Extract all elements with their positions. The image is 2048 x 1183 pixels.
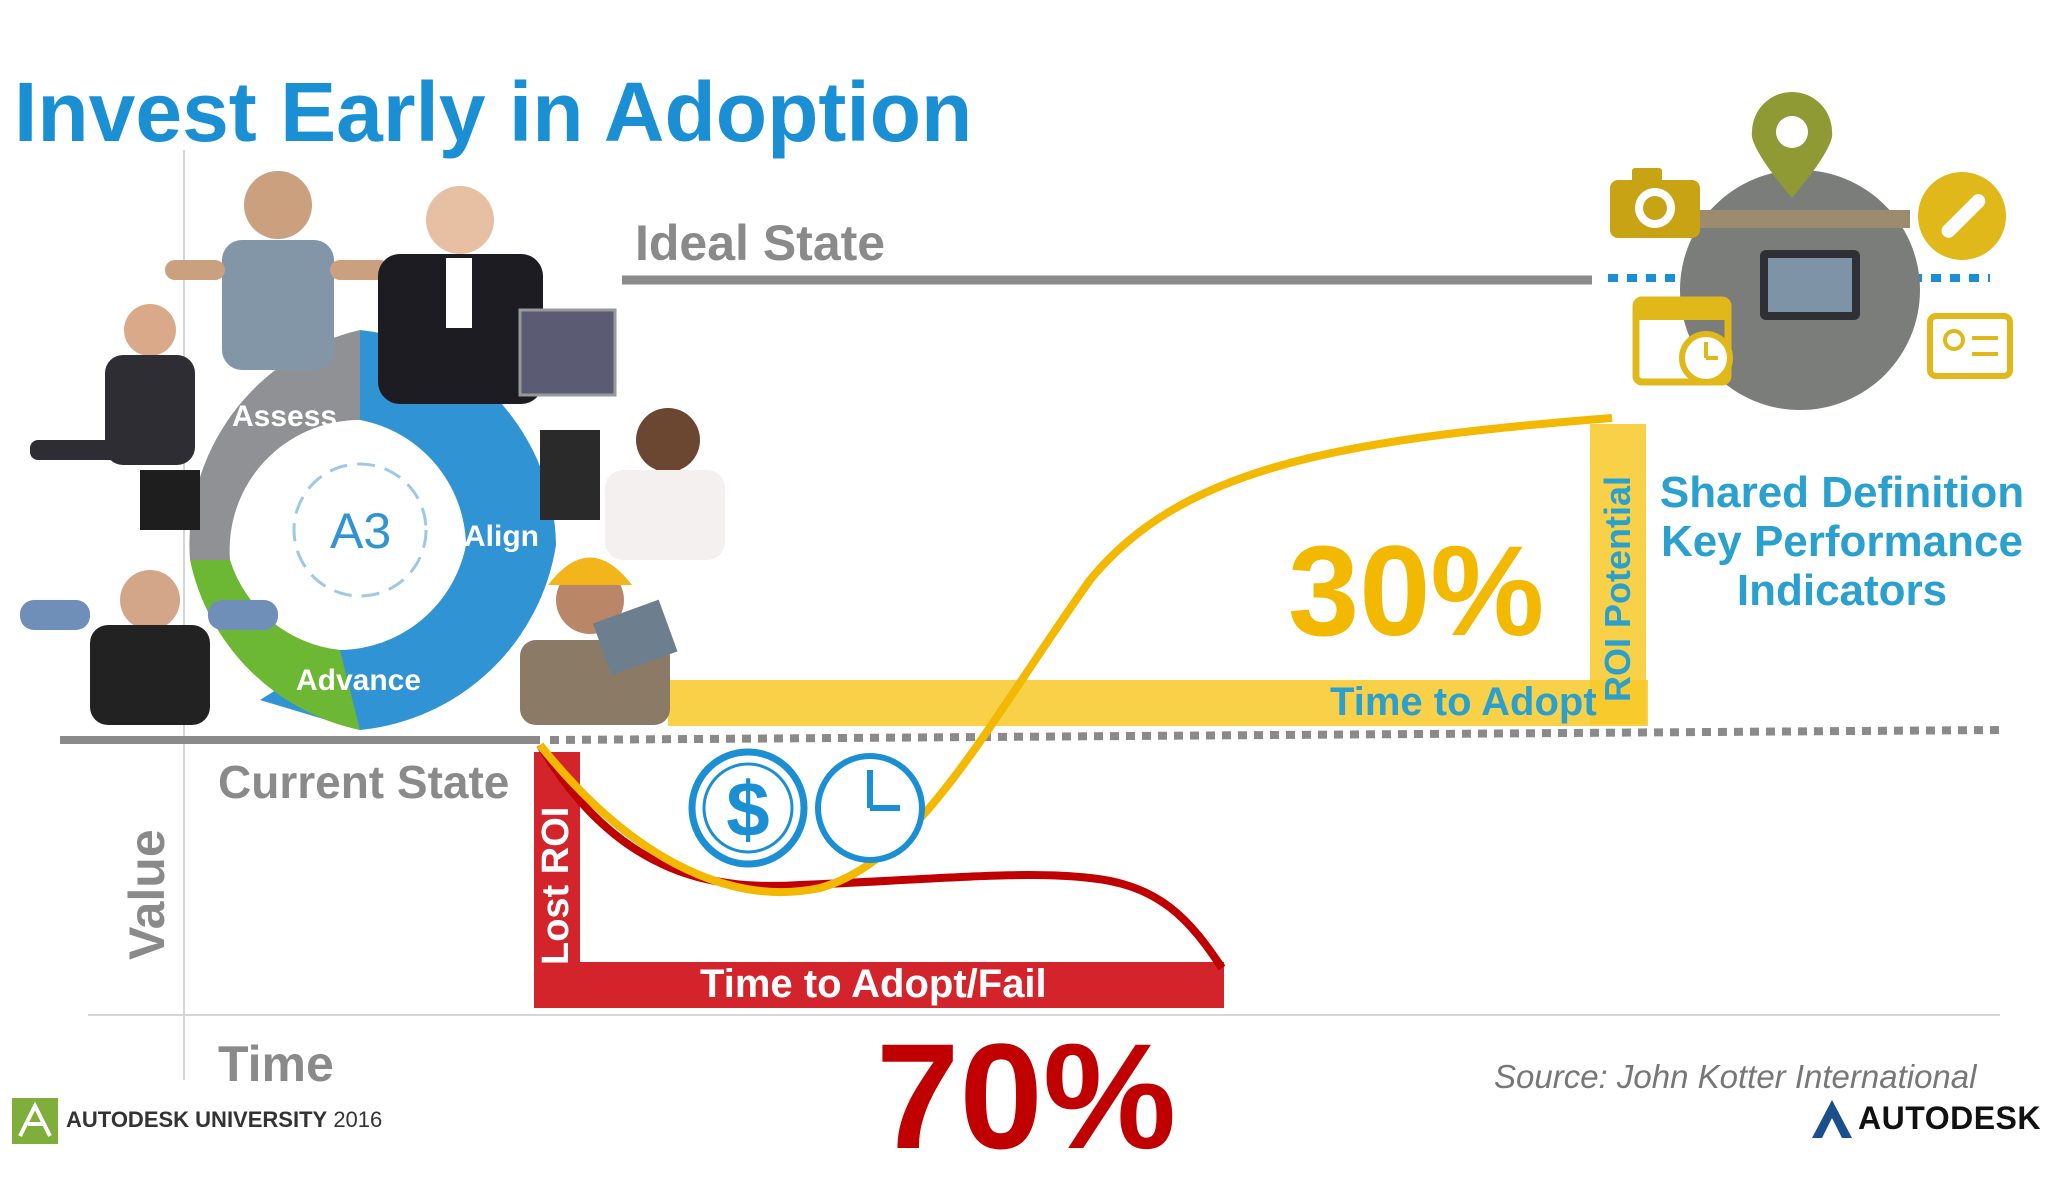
kpi-line-2: Key Performance xyxy=(1661,517,2023,566)
current-state-dashed xyxy=(549,726,2001,744)
time-to-adopt-label: Time to Adopt xyxy=(1330,680,1597,724)
time-to-adopt-fail-bar xyxy=(534,962,1224,1008)
calendar-icon xyxy=(1632,296,1733,386)
field-photo xyxy=(1680,170,1920,410)
adoption-diagram: $ xyxy=(12,92,2013,1144)
contact-card-icon xyxy=(1927,313,2013,379)
autodesk-university-logo xyxy=(12,1098,58,1144)
kpi-block: Shared Definition Key Performance Indica… xyxy=(1640,468,2044,615)
ideal-state-label: Ideal State xyxy=(635,215,886,271)
cycle-step-advance: Advance xyxy=(296,664,422,697)
current-state-label: Current State xyxy=(218,756,510,808)
cycle-step-align: Align xyxy=(464,520,539,553)
failure-curve xyxy=(536,742,1226,971)
roi-potential-bar xyxy=(1590,424,1646,724)
time-to-adopt-fail-label: Time to Adopt/Fail xyxy=(700,962,1047,1006)
cycle-step-assess: Assess xyxy=(232,400,338,433)
person-presenting-photo xyxy=(378,186,617,404)
failure-percent: 70% xyxy=(876,1012,1177,1180)
person-construction-photo xyxy=(520,557,678,725)
footer-brand: AUTODESK xyxy=(1858,1100,2041,1136)
svg-text:$: $ xyxy=(726,765,769,853)
footer-event-year: 2016 xyxy=(333,1107,383,1132)
footer-event: AUTODESK UNIVERSITY 2016 xyxy=(66,1107,382,1133)
kpi-line-3: Indicators xyxy=(1736,566,1948,615)
clock-icon xyxy=(815,753,925,863)
person-seated-photo xyxy=(30,304,200,530)
person-shrugging-photo xyxy=(165,171,390,370)
time-to-adopt-bar xyxy=(668,680,1648,726)
camera-icon xyxy=(1610,168,1700,238)
lost-roi-label: Lost ROI xyxy=(535,806,577,965)
success-percent: 30% xyxy=(1288,520,1545,663)
link-icon xyxy=(1918,172,2006,260)
time-axis-label: Time xyxy=(218,1036,334,1092)
kpi-line-1: Shared Definition xyxy=(1659,468,2025,517)
person-stressed-photo xyxy=(20,570,278,725)
source-citation: Source: John Kotter International xyxy=(1494,1058,1977,1095)
person-woman-photo xyxy=(540,408,725,560)
autodesk-logo xyxy=(1812,1100,1852,1138)
slide-title: Invest Early in Adoption xyxy=(14,65,973,159)
cycle-center-label: A3 xyxy=(330,503,392,559)
footer-event-name: AUTODESK UNIVERSITY xyxy=(66,1107,328,1132)
roi-potential-label: ROI Potential xyxy=(1597,475,1638,702)
dollar-icon: $ xyxy=(688,748,808,868)
success-curve xyxy=(536,414,1613,897)
value-axis-label: Value xyxy=(119,829,175,960)
map-pin-icon xyxy=(1751,92,1833,198)
